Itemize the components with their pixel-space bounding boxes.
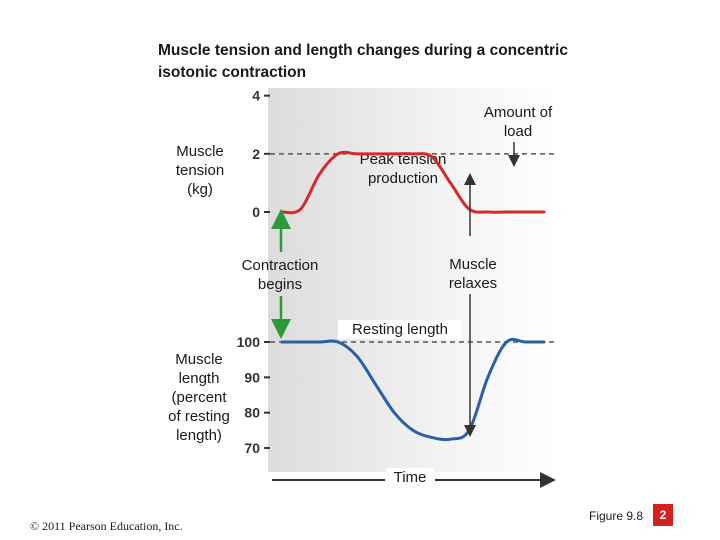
page-badge: 2 — [653, 504, 673, 526]
tension-ylabel-line: tension — [175, 162, 225, 179]
plot-panel — [268, 88, 558, 472]
length-ylabel: Muscle length (percent of resting length… — [158, 350, 240, 445]
tension-ytick-label: 2 — [252, 146, 260, 162]
length-series-line — [280, 337, 546, 442]
length-ylabel-line: length) — [176, 427, 222, 444]
resting-length-label: Resting length — [338, 320, 462, 339]
tension-series-line — [280, 150, 546, 215]
muscle-relaxes-label: Muscle relaxes — [448, 256, 498, 292]
chart-title: Muscle tension and length changes during… — [158, 42, 568, 81]
length-ytick-label: 70 — [244, 440, 260, 456]
length-ytick-label: 80 — [244, 405, 260, 421]
tension-ylabel-line: (kg) — [187, 181, 213, 198]
tension-ytick-label: 0 — [252, 204, 260, 220]
figure-label: Figure 9.8 — [589, 509, 644, 523]
length-ylabel-line: (percent — [171, 389, 227, 406]
length-ytick-label: 90 — [244, 369, 260, 385]
length-ylabel-line: of resting — [168, 408, 230, 425]
tension-ylabel-line: Muscle — [176, 143, 224, 160]
copyright: © 2011 Pearson Education, Inc. — [30, 519, 183, 533]
x-axis-label: Time — [386, 468, 434, 487]
length-ylabel-line: length — [178, 370, 220, 387]
tension-chart: 0 2 4 — [252, 88, 558, 220]
length-ylabel-line: Muscle — [175, 351, 223, 368]
contraction-begins-label: Contraction begins — [241, 257, 319, 293]
tension-ytick-label: 4 — [252, 88, 260, 104]
length-ytick-label: 100 — [237, 334, 261, 350]
amount-of-load-label: Amount of load — [483, 104, 553, 140]
tension-ylabel: Muscle tension (kg) — [165, 142, 235, 199]
length-chart: 70 80 90 100 — [237, 334, 558, 456]
